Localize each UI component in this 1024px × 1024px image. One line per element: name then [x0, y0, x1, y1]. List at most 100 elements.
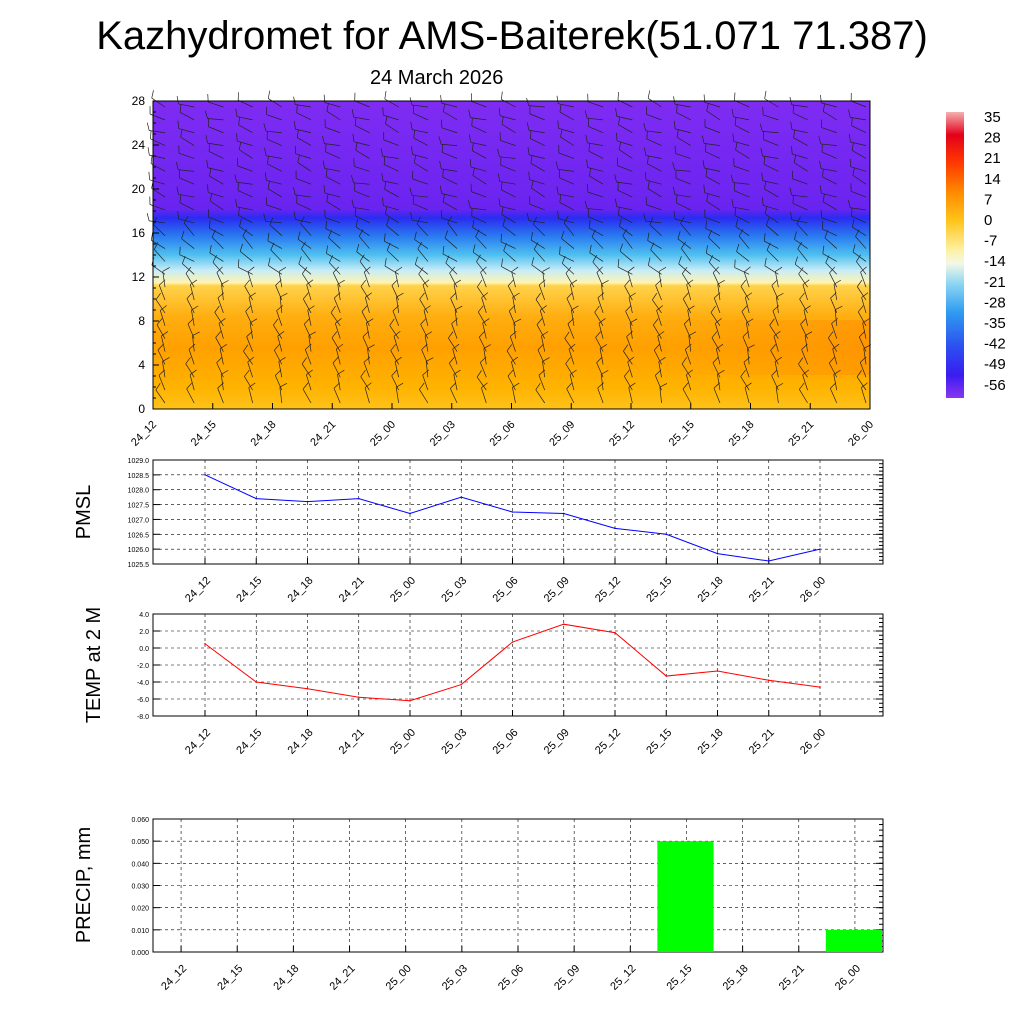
wind-barb-staff	[851, 125, 867, 134]
wind-barb-staff	[852, 226, 867, 236]
wind-barb-staff	[453, 374, 458, 391]
wind-barb-flag	[559, 104, 562, 113]
wind-barb-flag	[617, 182, 619, 191]
wind-barb-flag	[535, 292, 541, 300]
x-tick-label: 24_15	[234, 575, 264, 605]
wind-barb-flag	[595, 331, 602, 338]
wind-barb-staff	[324, 192, 341, 198]
section-y-tick-label: 4	[138, 358, 145, 372]
wind-barb-staff	[771, 285, 779, 301]
wind-barb-staff	[616, 206, 633, 211]
wind-barb-flag	[477, 280, 483, 287]
wind-barb-staff	[565, 363, 575, 378]
wind-barb-staff	[624, 285, 633, 301]
wind-barb-staff	[559, 111, 575, 121]
wind-barb-flag	[765, 217, 770, 226]
wind-barb-staff	[539, 310, 546, 326]
wind-barb-flag	[857, 279, 863, 287]
wind-barb-staff	[676, 137, 691, 146]
wind-barb-flag	[771, 369, 778, 376]
wind-barb-staff	[189, 284, 195, 301]
wind-barb-flag	[419, 292, 425, 300]
wind-barb-flag	[736, 243, 740, 252]
wind-barb-staff	[325, 217, 341, 224]
wind-barb-flag	[177, 120, 180, 129]
wind-barb-staff	[596, 272, 604, 288]
wind-barb-flag	[248, 382, 256, 388]
wind-barb-flag	[442, 245, 445, 254]
wind-barb-flag	[818, 136, 822, 145]
wind-barb-staff	[645, 220, 662, 224]
wind-barb-staff	[772, 310, 779, 326]
wind-barb-flag	[625, 305, 632, 312]
wind-barb-flag	[335, 318, 342, 324]
wind-barb-flag	[759, 123, 763, 132]
wind-barb-staff	[658, 271, 662, 288]
wind-barb-staff	[529, 113, 545, 121]
wind-barb-staff	[450, 388, 458, 404]
wind-barb-flag	[688, 331, 697, 336]
y-tick-label: 1029.0	[128, 458, 150, 465]
wind-barb-flag	[796, 216, 801, 224]
wind-barb-flag	[712, 356, 719, 364]
wind-barb-staff	[209, 200, 224, 211]
wind-barb-staff	[850, 141, 867, 146]
wind-barb-flag	[596, 266, 603, 273]
y-tick-label: -2.0	[137, 663, 149, 670]
x-tick-label: 25_21	[747, 575, 777, 605]
wind-barb-staff	[414, 162, 429, 172]
wind-barb-flag	[208, 143, 211, 152]
wind-barb-staff	[186, 298, 195, 314]
wind-barb-staff	[627, 271, 633, 288]
wind-barb-staff	[149, 130, 166, 134]
wind-barb-flag	[264, 172, 267, 181]
wind-barb-flag	[832, 343, 840, 350]
wind-barb-staff	[217, 297, 224, 314]
wind-barb-staff	[270, 249, 283, 262]
wind-barb-staff	[829, 272, 838, 288]
wind-barb-flag	[536, 318, 543, 325]
wind-barb-staff	[617, 266, 633, 275]
wind-barb-flag	[390, 344, 396, 351]
wind-barb-staff	[325, 151, 341, 159]
wind-barb-staff	[674, 169, 691, 172]
wind-barb-staff	[208, 101, 224, 108]
wind-barb-staff	[680, 223, 692, 236]
wind-barb-flag	[337, 279, 345, 285]
wind-barb-staff	[568, 349, 575, 365]
wind-barb-flag	[614, 174, 617, 183]
wind-barb-flag	[764, 205, 768, 214]
wind-barb-flag	[647, 232, 650, 241]
wind-barb-flag	[411, 146, 413, 155]
wind-barb-staff	[512, 387, 516, 404]
wind-barb-staff	[217, 387, 224, 404]
wind-barb-staff	[396, 297, 400, 313]
wind-barb-staff	[356, 251, 370, 262]
y-tick-label: 0.040	[131, 861, 149, 868]
wind-barb-flag	[705, 220, 707, 229]
wind-barb-staff	[412, 219, 428, 224]
wind-barb-flag	[186, 382, 193, 390]
wind-barb-staff	[361, 311, 370, 326]
wind-barb-staff	[441, 217, 458, 224]
wind-barb-staff	[419, 389, 429, 404]
wind-barb-staff	[296, 112, 312, 121]
colorbar-label: 28	[984, 130, 1001, 147]
wind-barb-flag	[831, 318, 838, 324]
wind-barb-flag	[513, 318, 522, 324]
wind-barb-staff	[503, 250, 516, 262]
wind-barb-staff	[618, 214, 633, 224]
wind-barb-staff	[705, 228, 721, 237]
wind-barb-flag	[566, 382, 573, 389]
wind-barb-flag	[792, 105, 794, 114]
wind-barb-staff	[149, 220, 166, 224]
wind-barb-staff	[569, 284, 575, 301]
wind-barb-flag	[856, 254, 861, 262]
wind-barb-staff	[762, 130, 779, 134]
wind-barb-flag	[362, 330, 369, 338]
wind-barb-staff	[511, 361, 516, 378]
wind-barb-flag	[468, 109, 471, 118]
wind-barb-staff	[178, 103, 195, 108]
wind-barb-staff	[178, 169, 195, 172]
wind-barb-staff	[800, 324, 808, 339]
